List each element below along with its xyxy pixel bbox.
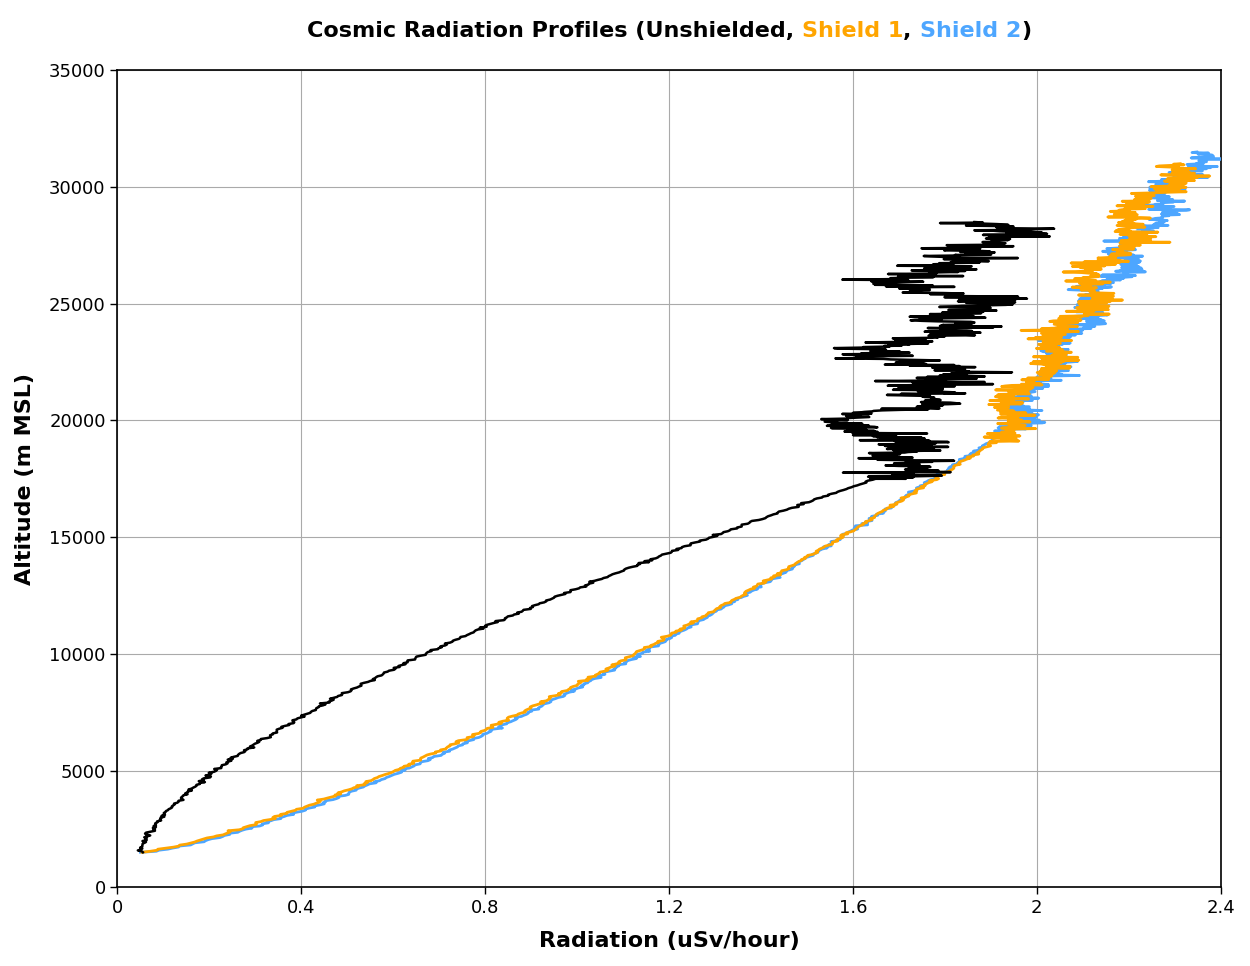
Y-axis label: Altitude (m MSL): Altitude (m MSL): [15, 373, 35, 584]
Text: Cosmic Radiation Profiles (Unshielded,: Cosmic Radiation Profiles (Unshielded,: [308, 21, 802, 42]
Text: ,: ,: [904, 21, 920, 42]
Text: Shield 1: Shield 1: [802, 21, 904, 42]
X-axis label: Radiation (uSv/hour): Radiation (uSv/hour): [539, 931, 800, 951]
Text: Shield 2: Shield 2: [920, 21, 1021, 42]
Text: ): ): [1021, 21, 1031, 42]
